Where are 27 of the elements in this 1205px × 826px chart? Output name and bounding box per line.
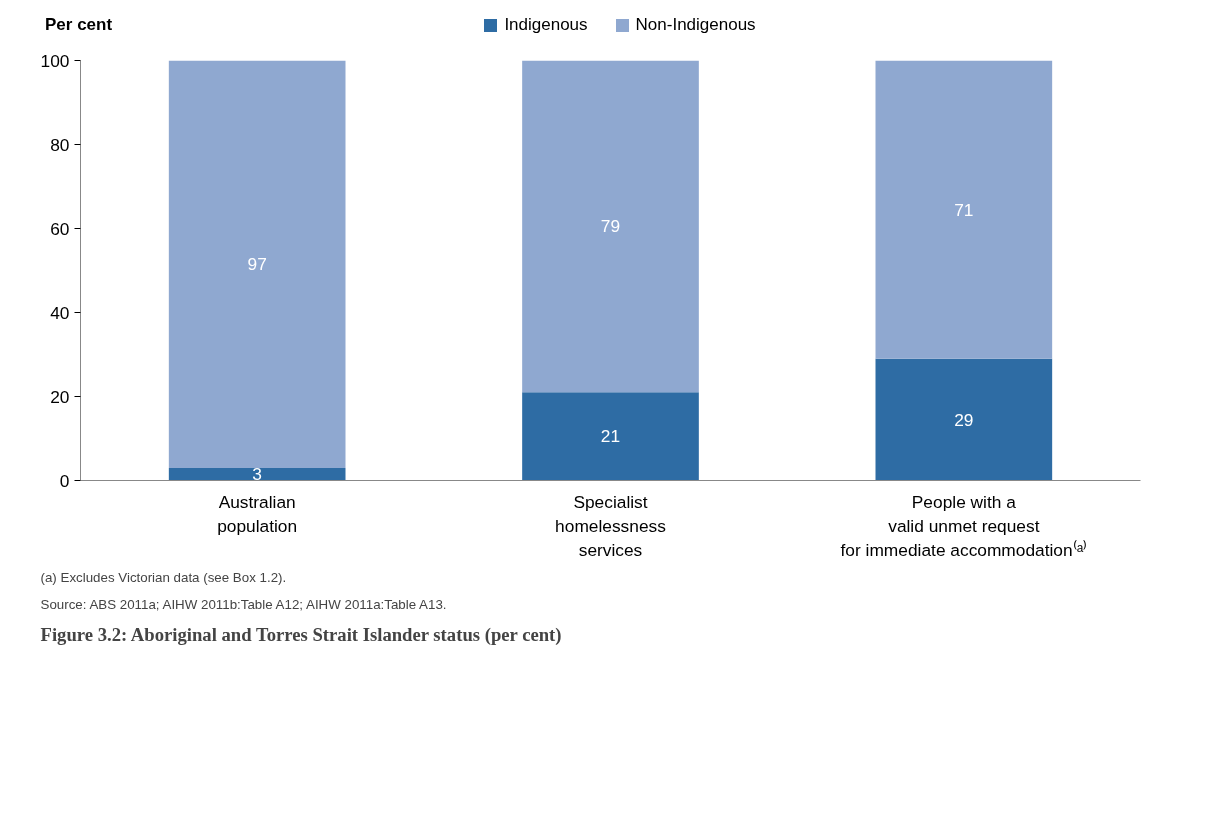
- y-tick-label: 80: [50, 134, 70, 155]
- data-label: 71: [954, 199, 974, 220]
- y-tick-label: 40: [50, 302, 70, 323]
- x-tick-label: Australian population: [217, 491, 298, 536]
- bar: [522, 392, 699, 481]
- text: (a) Excludes Victorian data (see Box 1.2).: [40, 569, 287, 585]
- x-tick-label: Specialist homelessness services: [555, 491, 667, 560]
- legend-label: Indigenous: [503, 14, 588, 36]
- bar: [168, 60, 346, 468]
- y-tick-label: 100: [40, 50, 70, 71]
- source-note: Source: ABS 2011a; AIHW 2011b:Table A12; AIHW 2011a:Table A13.: [40, 596, 447, 612]
- data-label: 97: [247, 254, 267, 275]
- y-tick-label: 20: [50, 386, 70, 407]
- data-label: 79: [600, 216, 621, 237]
- bar: [168, 467, 346, 481]
- bar: [875, 60, 1053, 359]
- legend-label: Non-Indigenous: [634, 14, 756, 36]
- data-label: 21: [600, 426, 621, 447]
- data-label: 29: [954, 409, 974, 430]
- y-tick-label: 60: [50, 218, 70, 239]
- text: Figure 3.2: Aboriginal and Torres Strait Islander status (per cent): [40, 623, 562, 646]
- y-axis-title: Per cent: [45, 14, 113, 36]
- data-label: 3: [252, 464, 262, 485]
- bar: [522, 60, 699, 393]
- bar: [875, 358, 1053, 481]
- x-tick-label: People with a valid unmet request for immediate accommodation⁽ᵃ⁾: [840, 491, 1088, 560]
- y-tick-label: 0: [59, 470, 70, 491]
